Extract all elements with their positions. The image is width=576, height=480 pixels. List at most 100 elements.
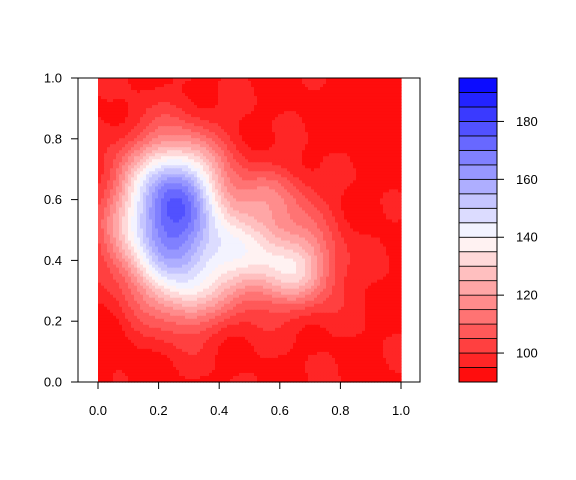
contour-cell [140, 81, 144, 85]
contour-cell [296, 195, 300, 199]
contour-cell [383, 207, 387, 212]
contour-cell [317, 156, 321, 160]
contour-cell [101, 204, 105, 209]
contour-cell [161, 126, 165, 130]
contour-cell [374, 105, 378, 109]
contour-cell [185, 213, 189, 218]
contour-cell [302, 159, 306, 163]
contour-cell [368, 174, 372, 178]
contour-cell [371, 117, 375, 121]
contour-cell [356, 177, 360, 181]
contour-cell [107, 138, 111, 142]
contour-cell [134, 162, 138, 166]
contour-cell [263, 186, 267, 190]
contour-cell [149, 99, 153, 103]
contour-cell [296, 117, 300, 121]
contour-cell [323, 90, 327, 94]
contour-cell [155, 120, 159, 124]
contour-cell [230, 225, 234, 230]
contour-cell [239, 126, 243, 130]
contour-cell [143, 216, 147, 221]
contour-cell [227, 168, 231, 172]
contour-cell [290, 135, 294, 139]
contour-cell [122, 114, 126, 118]
contour-cell [350, 102, 354, 106]
contour-cell [230, 144, 234, 148]
contour-cell [155, 165, 159, 169]
contour-cell [179, 201, 183, 206]
contour-cell [143, 150, 147, 154]
contour-cell [284, 171, 288, 175]
contour-cell [395, 162, 399, 166]
contour-cell [368, 171, 372, 175]
contour-cell [107, 126, 111, 130]
contour-cell [167, 147, 171, 151]
contour-cell [278, 78, 282, 82]
contour-cell [362, 192, 366, 196]
contour-cell [218, 171, 222, 175]
contour-cell [218, 105, 222, 109]
contour-cell [194, 159, 198, 163]
contour-cell [314, 87, 318, 91]
contour-cell [209, 117, 213, 121]
contour-cell [164, 135, 168, 139]
contour-cell [191, 138, 195, 142]
contour-cell [275, 153, 279, 157]
contour-cell [242, 135, 246, 139]
contour-cell [377, 204, 381, 209]
contour-cell [119, 219, 123, 224]
contour-cell [218, 114, 222, 118]
contour-cell [107, 168, 111, 172]
contour-cell [119, 81, 123, 85]
contour-cell [179, 141, 183, 145]
contour-cell [233, 222, 237, 227]
contour-cell [332, 114, 336, 118]
contour-cell [332, 159, 336, 163]
contour-cell [128, 111, 132, 115]
contour-cell [320, 189, 324, 193]
contour-cell [161, 147, 165, 151]
contour-cell [305, 222, 309, 227]
contour-cell [134, 174, 138, 178]
contour-cell [392, 90, 396, 94]
contour-cell [335, 153, 339, 157]
contour-cell [290, 126, 294, 130]
contour-cell [227, 150, 231, 154]
contour-cell [329, 204, 333, 209]
contour-cell [332, 90, 336, 94]
contour-cell [323, 123, 327, 127]
contour-cell [221, 207, 225, 212]
contour-cell [107, 90, 111, 94]
contour-cell [350, 192, 354, 196]
contour-cell [302, 129, 306, 133]
contour-cell [248, 198, 252, 203]
contour-cell [179, 132, 183, 136]
contour-cell [371, 165, 375, 169]
contour-cell [383, 189, 387, 193]
contour-cell [107, 201, 111, 206]
contour-cell [203, 165, 207, 169]
contour-cell [245, 159, 249, 163]
contour-cell [113, 141, 117, 145]
contour-cell [305, 186, 309, 190]
contour-cell [206, 84, 210, 88]
contour-cell [299, 141, 303, 145]
contour-cell [98, 117, 102, 121]
contour-cell [221, 126, 225, 130]
contour-cell [230, 141, 234, 145]
contour-cell [356, 90, 360, 94]
contour-cell [356, 213, 360, 218]
contour-cell [221, 105, 225, 109]
contour-cell [239, 168, 243, 172]
contour-cell [290, 165, 294, 169]
contour-cell [386, 156, 390, 160]
contour-cell [242, 108, 246, 112]
contour-cell [293, 183, 297, 187]
contour-cell [359, 156, 363, 160]
contour-cell [386, 207, 390, 212]
contour-cell [371, 84, 375, 88]
contour-cell [272, 192, 276, 196]
contour-cell [377, 207, 381, 212]
contour-cell [275, 174, 279, 178]
contour-cell [122, 153, 126, 157]
